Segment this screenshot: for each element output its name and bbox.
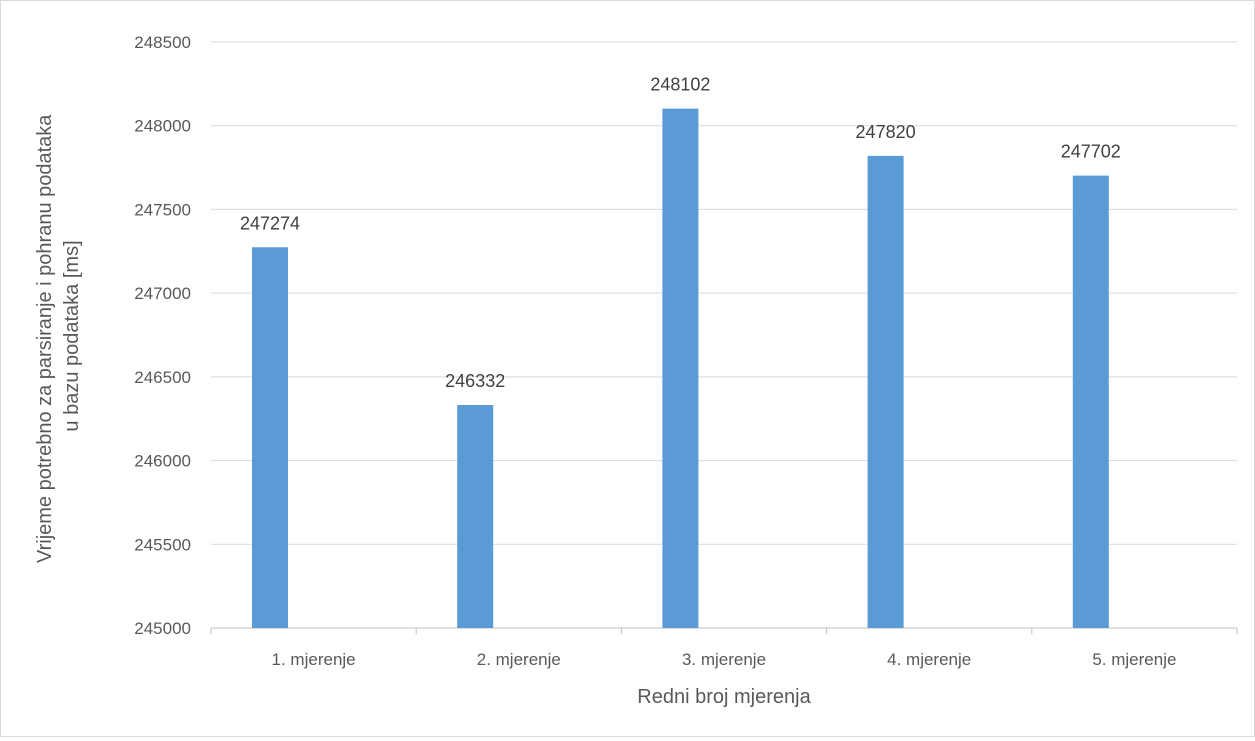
bar	[1072, 175, 1109, 628]
x-tick-label: 3. mjerenje	[682, 650, 766, 669]
y-axis-title-line-2: u bazu podataka [ms]	[61, 240, 83, 431]
data-label: 247820	[856, 122, 916, 142]
bar	[867, 155, 904, 628]
data-label: 246332	[445, 371, 505, 391]
data-labels: 247274 246332 248102 247820 247702	[240, 75, 1121, 391]
x-axis-ticks: 1. mjerenje 2. mjerenje 3. mjerenje 4. mjer…	[210, 628, 1238, 669]
x-tick-label: 2. mjerenje	[477, 650, 561, 669]
y-tick-label: 246500	[134, 368, 191, 387]
bars	[252, 108, 1109, 628]
x-tick-label: 4. mjerenje	[887, 650, 971, 669]
y-axis-title-line-1: Vrijeme potrebno za parsiranje i pohranu…	[34, 114, 56, 563]
data-label: 247702	[1061, 142, 1121, 162]
y-tick-label: 248500	[134, 33, 191, 52]
y-tick-label: 247500	[134, 200, 191, 219]
bar	[662, 108, 699, 628]
data-label: 247274	[240, 213, 300, 233]
y-axis-ticks: 245000 245500 246000 246500 247000 247500 2480…	[134, 33, 191, 638]
y-axis-title: Vrijeme potrebno za parsiranje i pohranu…	[34, 109, 83, 563]
x-tick-label: 5. mjerenje	[1092, 650, 1176, 669]
bar	[252, 247, 288, 628]
bar	[457, 404, 494, 628]
y-tick-label: 245000	[134, 619, 191, 638]
gridlines	[211, 41, 1237, 629]
y-tick-label: 248000	[134, 117, 191, 136]
y-tick-label: 247000	[134, 284, 191, 303]
x-tick-label: 1. mjerenje	[272, 650, 356, 669]
y-tick-label: 246000	[134, 452, 191, 471]
data-label: 248102	[650, 75, 710, 95]
y-tick-label: 245500	[134, 535, 191, 554]
x-axis-title: Redni broj mjerenja	[637, 686, 811, 708]
